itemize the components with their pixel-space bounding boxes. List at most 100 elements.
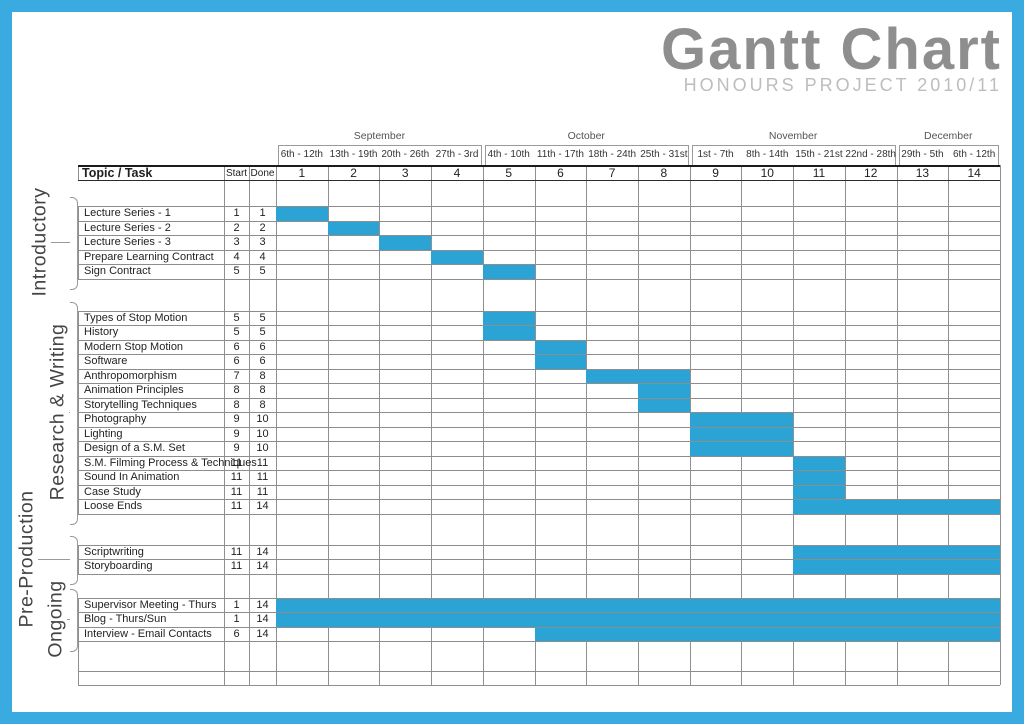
grid-hline — [78, 626, 1000, 628]
grid-hline — [78, 278, 1000, 280]
grid-hline — [78, 412, 1000, 413]
task-name: Loose Ends — [84, 500, 143, 512]
task-start-value: 8 — [233, 384, 240, 396]
week-number: 7 — [608, 166, 616, 180]
grid-vline-left-edge — [78, 165, 79, 180]
grid-hline — [78, 235, 1000, 236]
week-date-range: 25th - 31st — [640, 149, 688, 160]
task-name: Case Study — [84, 485, 141, 498]
week-number: 3 — [401, 166, 409, 180]
week-date-range: 11th - 17th — [536, 149, 584, 160]
task-start-value: 5 — [233, 311, 240, 324]
task-start-value: 6 — [233, 627, 240, 640]
week-number: 11 — [812, 166, 826, 180]
week-number: 6 — [557, 166, 564, 180]
grid-vline-start-col — [224, 165, 225, 685]
task-start-value: 1 — [233, 207, 240, 219]
task-start-value: 1 — [233, 613, 240, 625]
week-number: 2 — [350, 166, 357, 180]
month-label: September — [353, 130, 406, 142]
task-done-value: 6 — [259, 355, 266, 367]
week-date-range: 1st - 7th — [697, 149, 734, 160]
task-done-value: 1 — [259, 207, 266, 219]
task-done-value: 8 — [259, 384, 266, 396]
task-name: Lecture Series - 1 — [84, 207, 171, 219]
week-number: 14 — [967, 166, 981, 180]
gantt-bar — [689, 442, 794, 456]
grid-hline — [78, 499, 1000, 500]
grid-hline — [78, 559, 1000, 560]
gantt-bar — [482, 265, 535, 279]
week-date-range: 8th - 14th — [746, 149, 789, 160]
task-start-value: 9 — [233, 442, 240, 454]
page-title: Gantt Chart — [661, 17, 1002, 82]
column-header-start: Start — [225, 168, 248, 179]
task-start-value: 11 — [230, 471, 243, 483]
task-done-value: 2 — [259, 221, 266, 234]
task-done-value: 8 — [259, 398, 266, 411]
group-label: Introductory — [28, 187, 51, 297]
task-done-value: 10 — [256, 427, 269, 440]
grid-hline — [78, 339, 1000, 341]
gantt-bar — [793, 485, 845, 499]
week-number: 12 — [864, 166, 878, 180]
grid-vline-week — [896, 165, 898, 685]
grid-hline — [78, 220, 1000, 222]
gantt-bar — [431, 250, 483, 264]
grid-vline-left-edge — [78, 206, 79, 279]
group-bracket — [70, 197, 78, 290]
gantt-bar — [534, 627, 1000, 641]
task-start-value: 6 — [233, 355, 240, 367]
group-label: Pre-Production — [15, 490, 38, 628]
gantt-bar — [793, 545, 1000, 559]
task-name: Types of Stop Motion — [84, 311, 188, 324]
task-name: Lecture Series - 2 — [84, 221, 171, 234]
task-name: Sign Contract — [84, 265, 151, 277]
task-name: Photography — [84, 413, 147, 425]
task-start-value: 2 — [233, 221, 240, 234]
task-done-value: 5 — [259, 326, 266, 338]
task-done-value: 14 — [256, 500, 269, 512]
task-name: Interview - Email Contacts — [84, 627, 212, 640]
gantt-bar — [689, 413, 794, 427]
task-done-value: 11 — [256, 485, 269, 498]
grid-hline — [78, 264, 1000, 265]
task-done-value: 11 — [256, 456, 269, 469]
gantt-bar — [276, 613, 1000, 627]
gantt-bar — [482, 326, 535, 340]
task-done-value: 14 — [256, 627, 269, 640]
task-done-value: 14 — [256, 613, 269, 625]
grid-hline — [78, 470, 1000, 471]
task-done-value: 5 — [259, 265, 266, 277]
week-number: 8 — [660, 166, 668, 180]
week-date-range: 6th - 12th — [953, 149, 996, 160]
week-number: 5 — [505, 166, 513, 180]
task-name: Lighting — [84, 427, 123, 440]
task-start-value: 3 — [233, 236, 240, 248]
task-name: S.M. Filming Process & Techniques — [84, 456, 257, 469]
grid-hline — [78, 206, 1000, 207]
week-date-range: 18th - 24th — [588, 149, 637, 160]
task-name: Storytelling Techniques — [84, 398, 197, 411]
grid-hline — [78, 484, 1000, 486]
task-start-value: 1 — [233, 598, 240, 611]
task-name: Design of a S.M. Set — [84, 442, 185, 454]
grid-vline-left-edge — [78, 597, 79, 641]
task-done-value: 6 — [259, 340, 266, 353]
grid-hline — [78, 426, 1000, 428]
month-box — [278, 145, 482, 166]
task-start-value: 7 — [233, 369, 240, 382]
week-date-range: 29th - 5th — [901, 149, 944, 160]
gantt-bar — [793, 471, 845, 485]
task-name: Lecture Series - 3 — [84, 236, 171, 248]
gantt-bar — [482, 311, 535, 325]
grid-vline-done-col — [249, 165, 250, 685]
week-number: 4 — [453, 166, 461, 180]
task-start-value: 4 — [233, 250, 240, 263]
gantt-bar — [638, 384, 690, 398]
task-name: Prepare Learning Contract — [84, 250, 214, 263]
task-start-value: 5 — [233, 265, 240, 277]
grid-hline — [78, 573, 1000, 575]
task-start-value: 11 — [230, 545, 243, 558]
grid-vline-week — [379, 165, 381, 685]
